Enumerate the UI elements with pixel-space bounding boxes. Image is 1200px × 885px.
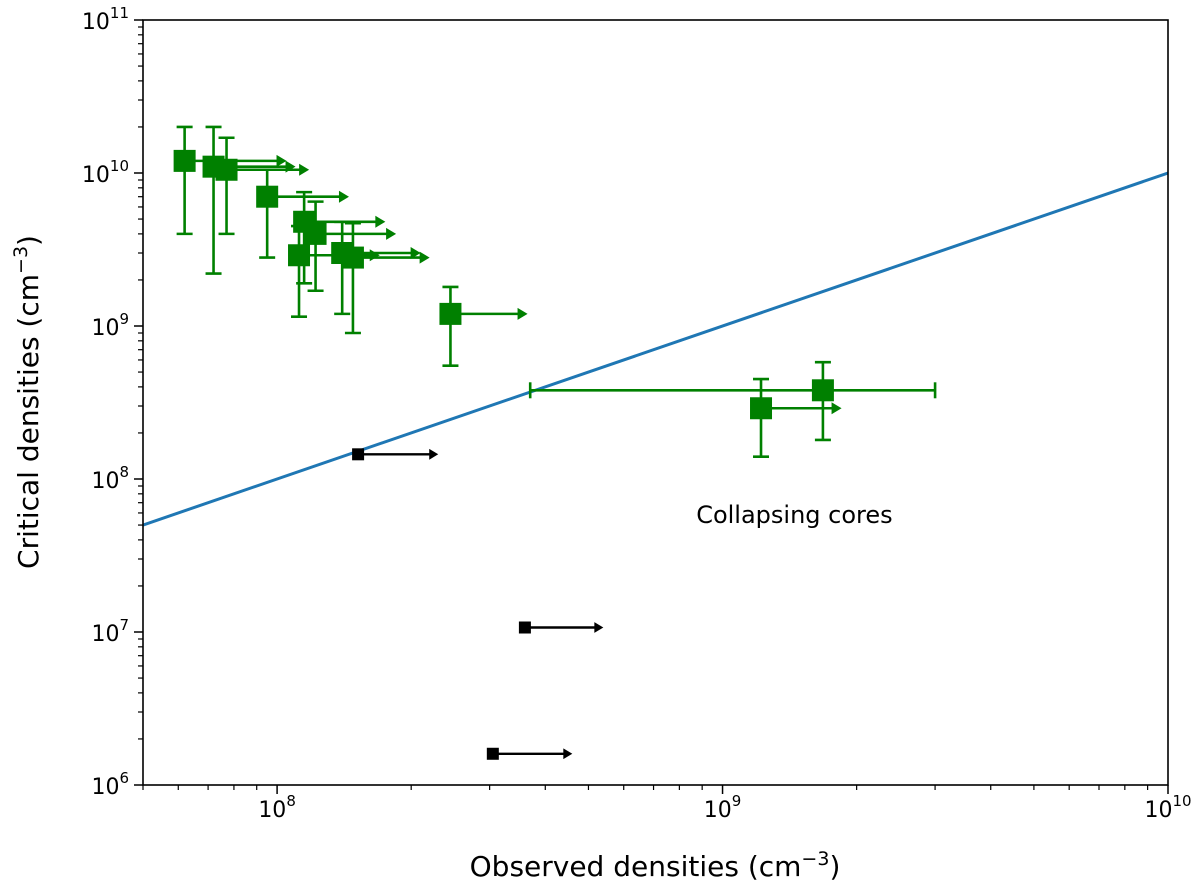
square-marker bbox=[439, 302, 462, 325]
y-tick-label: 109 bbox=[91, 310, 129, 341]
plot-frame bbox=[142, 19, 1169, 786]
y-tick-label: 1011 bbox=[82, 4, 129, 35]
y-tick-label-exp: 9 bbox=[119, 310, 129, 328]
lower-limit-arrow-head bbox=[299, 163, 310, 176]
lower-limit-arrow-head bbox=[419, 251, 430, 264]
lower-limit-arrow-head bbox=[276, 154, 287, 167]
x-tick-label: 109 bbox=[704, 792, 742, 823]
x-tick-label-exp: 9 bbox=[732, 792, 742, 810]
lower-limit-arrow-head bbox=[517, 307, 528, 320]
x-tick-label-exp: 10 bbox=[1172, 792, 1191, 810]
square-marker bbox=[256, 185, 279, 208]
y-tick-label-base: 10 bbox=[91, 775, 119, 800]
y-axis-title: Critical densities (cm−3) bbox=[10, 235, 45, 569]
square-marker bbox=[288, 244, 311, 267]
y-tick-label-exp: 7 bbox=[119, 616, 129, 634]
y-tick-label-exp: 6 bbox=[119, 769, 129, 787]
y-tick-label: 107 bbox=[91, 616, 129, 647]
x-tick-label: 1010 bbox=[1144, 792, 1191, 823]
square-marker bbox=[173, 149, 196, 172]
y-tick-label-exp: 8 bbox=[119, 463, 129, 481]
black-core-point bbox=[352, 448, 439, 461]
equality-line bbox=[143, 171, 1168, 527]
x-axis-title-close: ) bbox=[829, 850, 840, 883]
square-marker bbox=[518, 621, 531, 634]
x-tick-label-base: 10 bbox=[704, 798, 732, 823]
lower-limit-arrow-head bbox=[375, 215, 386, 228]
x-axis-title-sup: −3 bbox=[801, 848, 829, 870]
y-axis-title-close: ) bbox=[12, 235, 45, 246]
square-marker bbox=[750, 397, 773, 420]
x-tick-label-base: 10 bbox=[258, 798, 286, 823]
x-axis-title-text: Observed densities (cm bbox=[470, 850, 802, 883]
lower-limit-arrow-head bbox=[410, 247, 421, 260]
annotations-layer: Collapsing cores bbox=[696, 501, 892, 529]
x-tick-label-exp: 8 bbox=[286, 792, 296, 810]
lower-limit-arrow-head bbox=[386, 227, 397, 240]
annotation-collapsing-cores: Collapsing cores bbox=[696, 501, 892, 529]
equality-line-layer bbox=[143, 171, 1168, 527]
data-points-layer bbox=[173, 125, 937, 760]
square-marker bbox=[341, 246, 364, 269]
lower-limit-arrow-head bbox=[831, 402, 842, 415]
square-marker bbox=[304, 222, 327, 245]
y-tick-label-base: 10 bbox=[91, 622, 119, 647]
lower-limit-arrow-head bbox=[563, 748, 573, 760]
x-tick-label: 108 bbox=[258, 792, 296, 823]
black-core-point bbox=[518, 621, 604, 634]
green-core-point bbox=[215, 136, 310, 236]
square-marker bbox=[352, 448, 365, 461]
square-marker bbox=[486, 747, 499, 760]
y-axis-title-sup: −3 bbox=[10, 246, 32, 274]
lower-limit-arrow-head bbox=[338, 190, 349, 203]
y-axis-title-text: Critical densities (cm bbox=[12, 274, 45, 569]
plot-background bbox=[143, 20, 1168, 785]
y-tick-label: 106 bbox=[91, 769, 129, 800]
y-tick-label-base: 10 bbox=[82, 10, 110, 35]
green-core-point bbox=[528, 360, 937, 442]
lower-limit-arrow-head bbox=[594, 622, 604, 633]
y-tick-label-base: 10 bbox=[91, 469, 119, 494]
black-core-point bbox=[486, 747, 573, 760]
y-tick-label-exp: 11 bbox=[110, 4, 129, 22]
lower-limit-arrow-head bbox=[429, 448, 439, 460]
y-tick-label: 1010 bbox=[82, 157, 129, 188]
x-axis-title: Observed densities (cm−3) bbox=[470, 848, 841, 883]
square-marker bbox=[215, 158, 238, 181]
green-core-point bbox=[439, 285, 528, 368]
x-tick-label-base: 10 bbox=[1144, 798, 1172, 823]
green-core-point bbox=[341, 221, 430, 335]
green-core-point bbox=[750, 377, 842, 458]
y-tick-label: 108 bbox=[91, 463, 129, 494]
y-tick-label-exp: 10 bbox=[110, 157, 129, 175]
y-tick-label-base: 10 bbox=[91, 316, 119, 341]
y-tick-label-base: 10 bbox=[82, 163, 110, 188]
square-marker bbox=[811, 379, 834, 402]
